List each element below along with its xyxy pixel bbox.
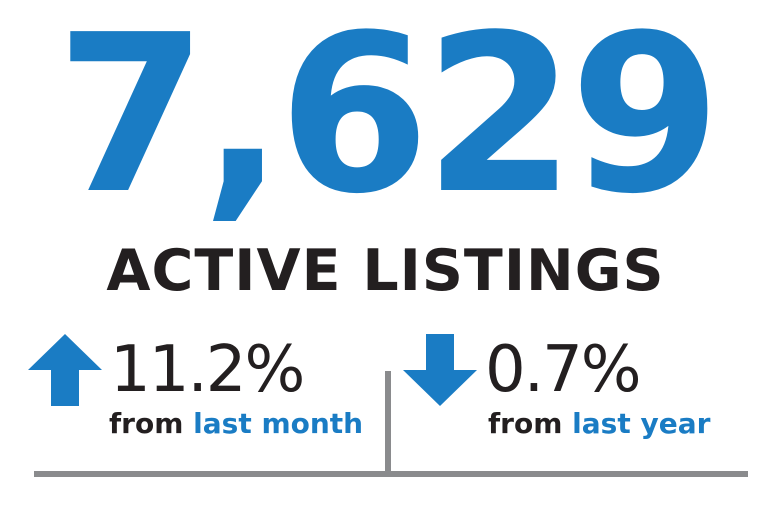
month-change-value: 11.2% — [110, 333, 305, 407]
year-caption-period: last year — [572, 407, 711, 440]
vertical-divider — [385, 371, 391, 471]
stat-last-month-row: 11.2% — [28, 330, 378, 410]
arrow-down-icon — [403, 334, 477, 406]
month-caption-period: last month — [193, 407, 364, 440]
month-caption-prefix: from — [109, 407, 184, 440]
stat-last-month: 11.2% from last month — [28, 330, 378, 450]
month-caption: from last month — [109, 410, 363, 438]
year-caption: from last year — [488, 410, 710, 438]
stat-last-year-row: 0.7% — [403, 330, 743, 410]
listings-count: 7,629 — [55, 0, 722, 242]
baseline-rule — [34, 471, 748, 477]
listings-label: ACTIVE LISTINGS — [106, 238, 665, 304]
arrow-up-icon — [28, 334, 102, 406]
stat-last-year: 0.7% from last year — [403, 330, 743, 450]
year-caption-prefix: from — [488, 407, 563, 440]
year-change-value: 0.7% — [485, 333, 642, 407]
